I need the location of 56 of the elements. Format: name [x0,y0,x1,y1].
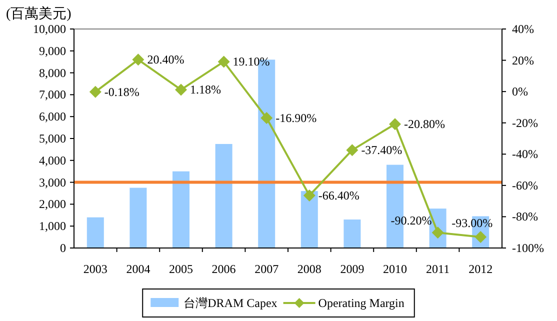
point [89,86,102,98]
point [132,54,144,66]
data-label: 20.40% [147,52,184,67]
x-tick-label: 2006 [212,262,236,276]
y2-tick-label: -20% [512,116,538,130]
x-tick-label: 2005 [169,262,193,276]
x-tick-label: 2007 [254,262,279,276]
x-tick-label: 2004 [126,262,150,276]
y-tick-label: 6,000 [39,110,66,124]
x-tick-label: 2003 [83,262,108,276]
y-tick-label: 10,000 [33,22,66,36]
y2-tick-label: -60% [512,178,538,192]
data-label: -66.40% [318,188,360,202]
x-tick-label: 2010 [383,262,407,276]
point [175,84,187,96]
point [218,56,230,68]
y-tick-label: 7,000 [39,88,66,102]
bar [86,217,104,248]
y2-tick-label: -80% [512,210,538,224]
point [260,112,273,124]
point [346,144,358,156]
data-label: -37.40% [361,143,402,158]
data-label: -93.00% [452,216,493,230]
legend-label: Operating Margin [318,296,404,310]
data-label: 1.18% [190,82,221,97]
data-label: -90.20% [390,214,432,228]
x-tick-label: 2012 [468,262,493,276]
bar [300,191,318,248]
y2-tick-label: 20% [512,53,534,68]
y2-tick-label: 40% [512,22,534,36]
y-tick-label: 3,000 [39,175,66,190]
bar [344,220,361,248]
y-tick-label: 0 [60,241,66,255]
y-tick-label: 4,000 [39,153,66,168]
y-tick-label: 1,000 [39,219,66,234]
data-label: -20.80% [404,117,445,132]
data-label: -0.18% [104,84,140,99]
x-tick-label: 2011 [426,262,450,276]
y-tick-label: 9,000 [39,44,66,58]
legend-label: 台灣DRAM Capex [184,296,278,310]
point [303,189,316,202]
x-tick-label: 2009 [340,262,364,276]
y2-tick-label: -40% [512,147,538,162]
y-tick-label: 8,000 [39,66,66,80]
y2-tick-label: -100% [512,241,544,255]
bar [130,188,147,248]
y-axis-title: (百萬美元) [6,6,72,22]
bar [215,144,232,248]
data-label: 19.10% [232,54,270,69]
x-tick-label: 2008 [297,262,322,276]
point [389,118,401,130]
bar [172,171,190,248]
y-tick-label: 2,000 [39,197,66,212]
y2-tick-label: 0% [512,84,528,99]
data-label: -16.90% [276,111,317,126]
y-tick-label: 5,000 [39,132,66,146]
